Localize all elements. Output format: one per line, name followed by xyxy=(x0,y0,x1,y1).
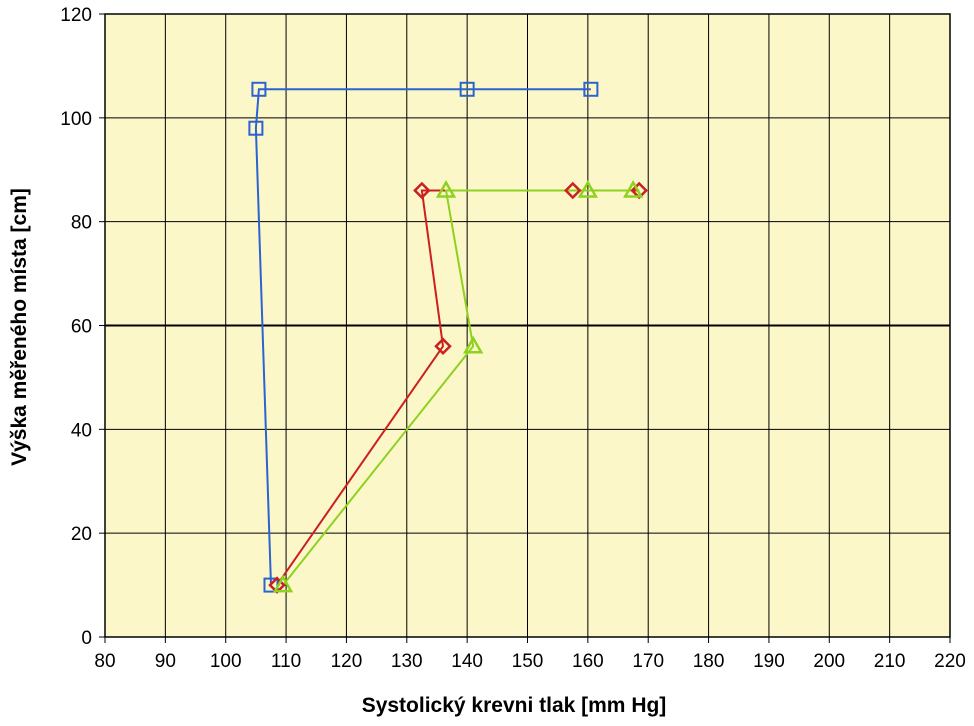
series-line-1 xyxy=(254,88,591,586)
x-tick-label: 100 xyxy=(210,651,242,672)
x-tick-label: 120 xyxy=(331,651,363,672)
y-tick-label: 0 xyxy=(81,628,92,649)
x-tick-label: 170 xyxy=(632,651,664,672)
y-tick-label: 20 xyxy=(71,524,92,545)
x-axis-title: Systolický krevni tlak [mm Hg] xyxy=(362,694,667,717)
data-point-triangle xyxy=(577,179,599,198)
y-axis-title: Výška měřeného místa [cm] xyxy=(8,188,31,466)
data-point-square xyxy=(583,81,599,97)
x-tick-label: 90 xyxy=(155,651,176,672)
x-tick-label: 180 xyxy=(693,651,725,672)
y-tick-label: 40 xyxy=(71,420,92,441)
data-point-triangle xyxy=(463,335,484,354)
x-tick-label: 140 xyxy=(451,651,483,672)
data-point-square xyxy=(459,81,475,97)
y-tick-label: 100 xyxy=(60,109,92,130)
data-point-square xyxy=(248,120,264,136)
data-point-diamond xyxy=(413,181,431,200)
x-tick-label: 220 xyxy=(934,651,966,672)
y-tick-label: 80 xyxy=(71,213,92,234)
series-line-3 xyxy=(282,189,634,586)
x-tick-label: 160 xyxy=(572,651,604,672)
data-point-diamond xyxy=(564,181,582,200)
x-tick-label: 190 xyxy=(753,651,785,672)
data-point-triangle xyxy=(272,574,294,593)
x-tick-label: 130 xyxy=(391,651,423,672)
data-point-square xyxy=(251,81,267,97)
x-tick-label: 200 xyxy=(813,651,845,672)
y-tick-label: 60 xyxy=(71,317,92,338)
data-point-triangle xyxy=(435,179,457,198)
x-tick-label: 150 xyxy=(512,651,544,672)
x-tick-label: 210 xyxy=(874,651,906,672)
data-point-triangle xyxy=(622,179,644,198)
x-tick-label: 80 xyxy=(94,651,115,672)
data-point-diamond xyxy=(434,337,452,356)
y-tick-label: 120 xyxy=(60,5,92,26)
x-tick-label: 110 xyxy=(271,651,301,672)
